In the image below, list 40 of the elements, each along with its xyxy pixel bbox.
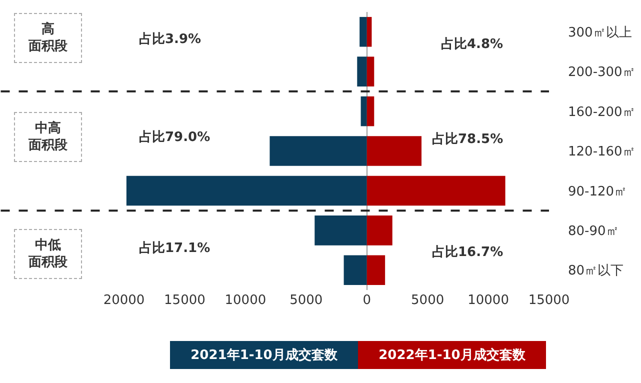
x-tick-label: 15000 <box>164 293 206 308</box>
bar <box>366 136 422 166</box>
bar <box>366 96 374 126</box>
y-tick-label: 120-160㎡ <box>568 144 636 160</box>
text: 中低面积段 <box>14 229 82 279</box>
bar <box>270 136 367 166</box>
y-tick-label: 80-90㎡ <box>568 224 619 239</box>
bar <box>366 176 506 206</box>
y-tick-label: 90-120㎡ <box>568 184 628 200</box>
annotation: 占比78.5% <box>432 132 504 147</box>
y-tick-label: 80㎡以下 <box>568 264 624 279</box>
bar <box>366 216 392 246</box>
x-tick-label: 5000 <box>411 293 444 308</box>
bar <box>360 96 367 126</box>
annotation: 占比3.9% <box>139 32 202 47</box>
x-tick-label: 20000 <box>103 293 145 308</box>
annotation: 占比4.8% <box>441 37 504 52</box>
y-tick-label: 300㎡以上 <box>568 25 632 40</box>
text: 高面积段 <box>14 13 82 63</box>
bar <box>366 255 386 286</box>
bar <box>360 16 367 47</box>
x-tick-label: 10000 <box>468 293 509 308</box>
y-tick-label: 160-200㎡ <box>568 104 636 120</box>
x-tick-label: 15000 <box>528 293 570 308</box>
annotation: 占比79.0% <box>139 130 210 145</box>
bar <box>357 56 367 86</box>
annotation: 占比16.7% <box>432 245 504 260</box>
bar <box>344 255 367 286</box>
text: 中高面积段 <box>14 112 82 162</box>
x-tick-label: 10000 <box>224 293 266 308</box>
bar <box>126 176 367 206</box>
y-tick-label: 200-300㎡ <box>568 65 636 80</box>
bar <box>366 56 374 86</box>
text: 2021年1-10月成交套数 <box>170 341 358 369</box>
x-tick-label: 5000 <box>290 293 323 308</box>
x-tick-label: 0 <box>362 293 371 308</box>
bar <box>366 16 372 47</box>
annotation: 占比17.1% <box>139 241 210 256</box>
bar <box>314 216 367 246</box>
text: 2022年1-10月成交套数 <box>358 341 546 369</box>
